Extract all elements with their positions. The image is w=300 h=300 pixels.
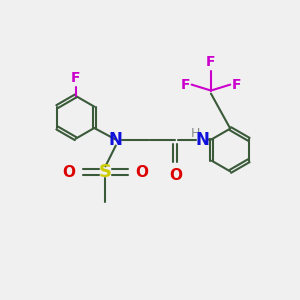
Text: O: O	[135, 165, 148, 180]
Text: H: H	[191, 127, 200, 140]
Text: O: O	[169, 168, 182, 183]
Text: F: F	[206, 56, 216, 70]
Text: O: O	[63, 165, 76, 180]
Text: F: F	[232, 78, 242, 92]
Text: F: F	[71, 70, 80, 85]
Text: N: N	[109, 130, 123, 148]
Text: S: S	[99, 163, 112, 181]
Text: F: F	[180, 78, 190, 92]
Text: N: N	[195, 130, 209, 148]
